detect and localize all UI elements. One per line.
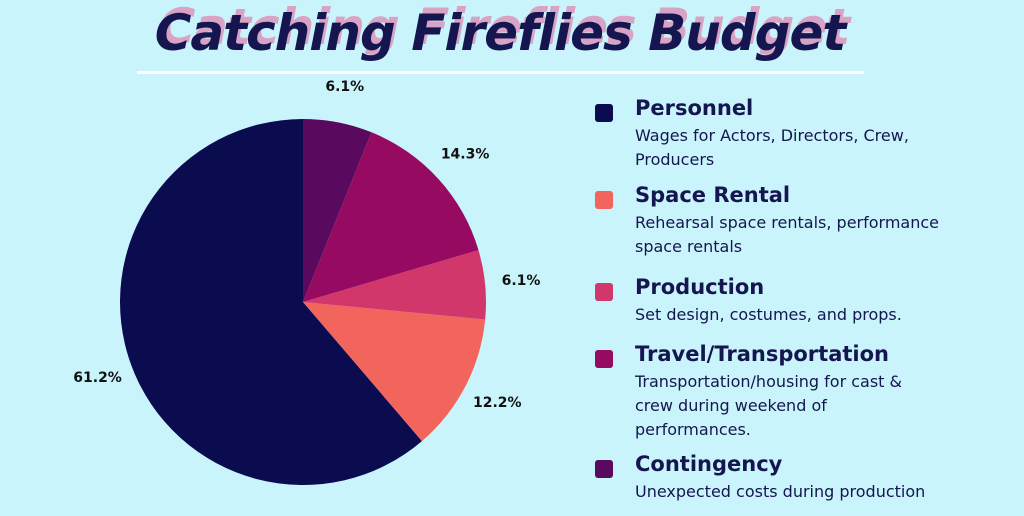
legend-swatch (595, 350, 613, 368)
data-label: 6.1% (325, 79, 364, 95)
legend-label: Contingency (635, 452, 783, 476)
pie-slice (303, 132, 479, 302)
legend-description: Wages for Actors, Directors, Crew, Produ… (635, 126, 909, 169)
legend-swatch (595, 283, 613, 301)
data-label: 6.1% (502, 273, 541, 289)
legend-label: Space Rental (635, 183, 791, 207)
pie-chart: 61.2% 12.2% 6.1% 14.3% 6.1% (73, 79, 541, 485)
legend-swatch (595, 104, 613, 122)
data-label: 12.2% (473, 395, 522, 411)
legend-label: Personnel (635, 96, 754, 120)
legend-label: Production (635, 275, 765, 299)
pie-slice (303, 119, 372, 302)
chart-title: Catching Fireflies Budget (154, 4, 847, 62)
legend-label: Travel/Transportation (635, 342, 889, 366)
legend-description: Unexpected costs during production (635, 482, 926, 501)
title-underline (137, 71, 864, 74)
data-label: 61.2% (73, 370, 122, 386)
legend-description: Transportation/housing for cast & crew d… (635, 372, 903, 439)
legend-description: Rehearsal space rentals, performance spa… (635, 213, 940, 256)
data-label: 14.3% (441, 147, 490, 163)
pie-slice (303, 250, 486, 320)
legend-description: Set design, costumes, and props. (635, 305, 902, 324)
pie-slice (303, 302, 486, 442)
pie-slice (119, 119, 422, 485)
legend-swatch (595, 191, 613, 209)
legend-swatch (595, 460, 613, 478)
